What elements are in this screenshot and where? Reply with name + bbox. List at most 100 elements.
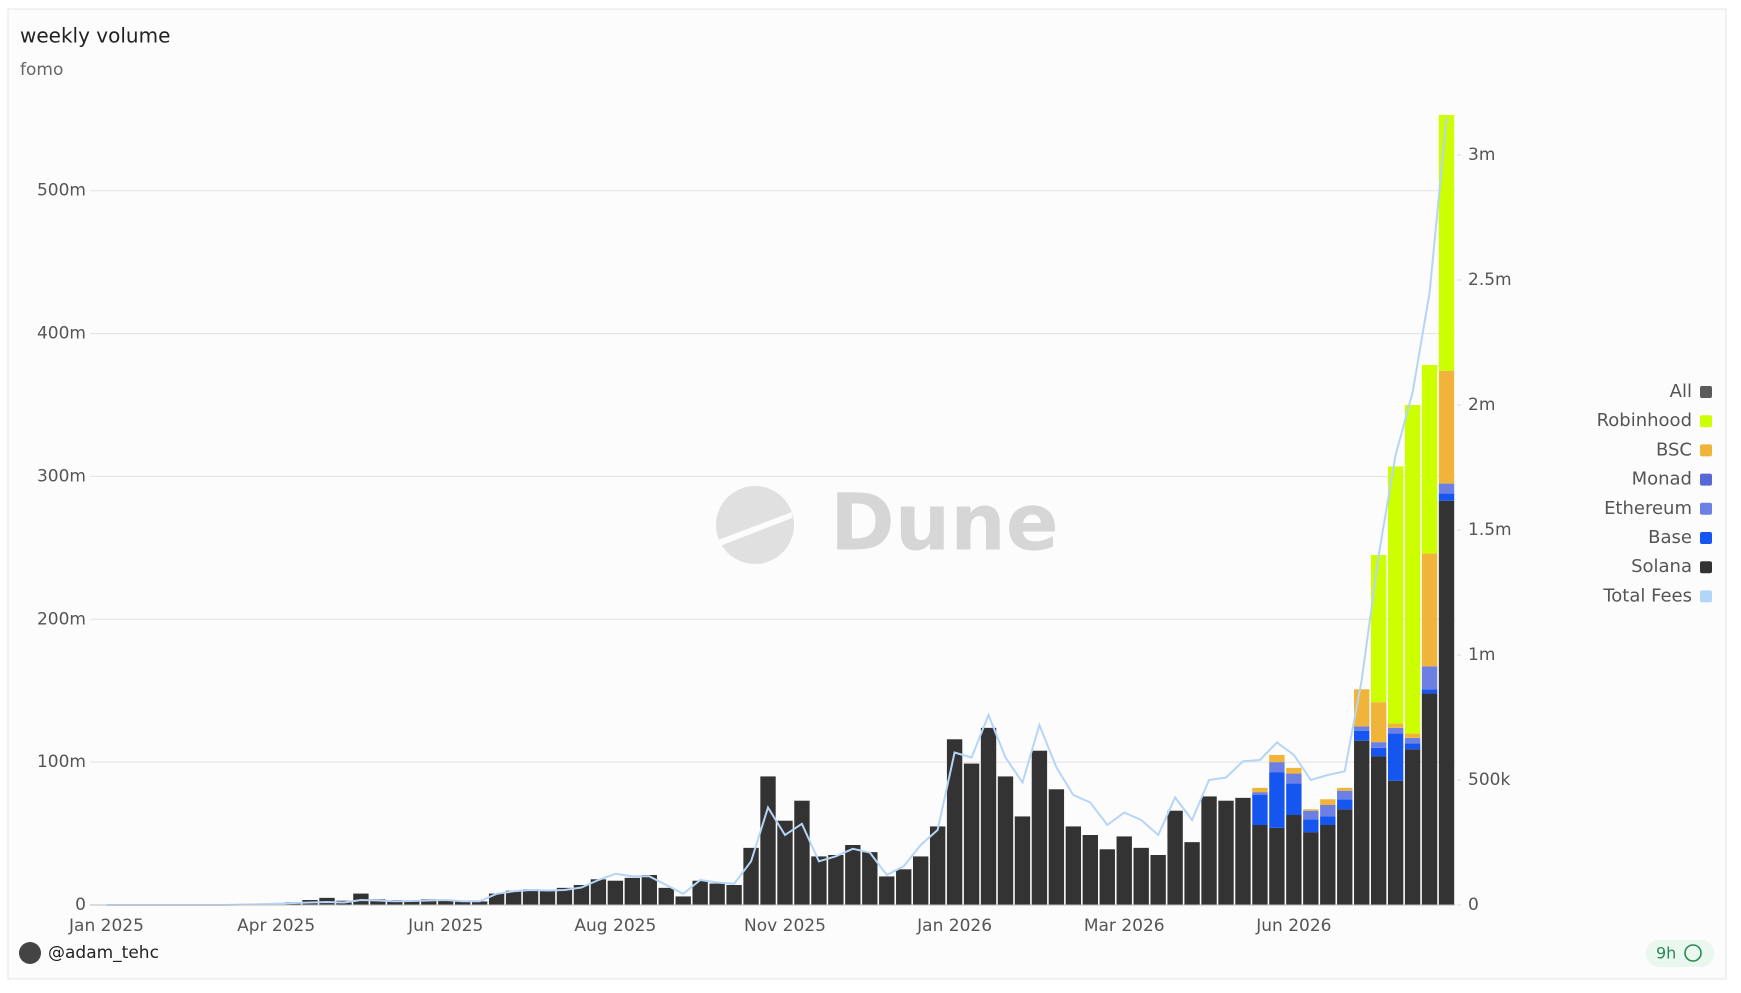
- y2-tick-label: 500k: [1468, 770, 1510, 790]
- bar-segment: [1303, 809, 1318, 810]
- bar-segment: [625, 878, 640, 905]
- y2-tick-label: 2.5m: [1468, 270, 1512, 290]
- bar-segment: [1150, 855, 1165, 905]
- bar-segment: [879, 876, 894, 905]
- bar-segment: [1252, 788, 1267, 792]
- bar-segment: [676, 896, 691, 905]
- watermark-logo: [716, 486, 794, 564]
- bar-segment: [1405, 734, 1420, 738]
- bar-segment: [794, 801, 809, 905]
- bar-segment: [1134, 848, 1149, 905]
- legend-label: Ethereum: [1604, 498, 1692, 519]
- bar-segment: [1252, 825, 1267, 905]
- bar-segment: [896, 869, 911, 905]
- bar-segment: [1388, 724, 1403, 728]
- bar-segment: [1371, 748, 1386, 757]
- bar-segment: [1100, 849, 1115, 905]
- bar-segment: [1405, 405, 1420, 734]
- bar-segment: [1032, 751, 1047, 905]
- bar-segment: [1218, 801, 1233, 905]
- bar-segment: [1269, 755, 1284, 762]
- y2-tick-label: 0: [1468, 895, 1479, 915]
- bar-segment: [743, 848, 758, 905]
- legend-label: Base: [1648, 527, 1692, 548]
- bar-segment: [1388, 466, 1403, 723]
- bar-segment: [828, 855, 843, 905]
- bar-segment: [1252, 795, 1267, 825]
- bar-segment: [1388, 728, 1403, 734]
- bar-segment: [1388, 781, 1403, 905]
- bar-segment: [1371, 742, 1386, 748]
- legend-label: Total Fees: [1602, 585, 1692, 606]
- bar-segment: [1320, 805, 1335, 816]
- bar-segment: [1439, 115, 1454, 371]
- bar-segment: [1439, 484, 1454, 494]
- bar-segment: [608, 881, 623, 905]
- bar-segment: [1303, 832, 1318, 905]
- x-tick-label: Aug 2025: [574, 916, 656, 936]
- bar-segment: [1303, 819, 1318, 832]
- y2-tick-label: 3m: [1468, 145, 1495, 165]
- legend-label: All: [1670, 381, 1692, 402]
- bar-segment: [1371, 756, 1386, 905]
- bar-segment: [1354, 726, 1369, 730]
- legend-label: Monad: [1632, 469, 1692, 490]
- x-tick-label: Jun 2025: [407, 916, 483, 936]
- bar-segment: [659, 888, 674, 905]
- bar-segment: [1405, 744, 1420, 750]
- bar-segment: [1354, 731, 1369, 741]
- bar-segment: [1269, 762, 1284, 772]
- legend-label: Solana: [1631, 556, 1692, 577]
- bar-segment: [1405, 738, 1420, 744]
- bar-segment: [1439, 494, 1454, 501]
- bar-segment: [1439, 371, 1454, 484]
- bar-segment: [1286, 774, 1301, 784]
- legend-swatch: [1700, 444, 1712, 456]
- chart-title: weekly volume: [20, 24, 170, 48]
- watermark: Dune: [830, 478, 1059, 568]
- bar-segment: [930, 826, 945, 905]
- bar-segment: [845, 845, 860, 905]
- bar-segment: [1422, 554, 1437, 667]
- y-tick-label: 200m: [37, 609, 86, 629]
- bar-segment: [1337, 791, 1352, 800]
- bar-segment: [1320, 825, 1335, 905]
- bar-segment: [1269, 772, 1284, 828]
- bar-segment: [1269, 828, 1284, 905]
- bar-segment: [1286, 815, 1301, 905]
- bar-segment: [1049, 789, 1064, 905]
- bar-segment: [1405, 749, 1420, 905]
- x-tick-label: Jun 2026: [1255, 916, 1331, 936]
- y-tick-label: 300m: [37, 466, 86, 486]
- bar-segment: [947, 739, 962, 905]
- avatar: [19, 942, 41, 964]
- bar-segment: [1337, 809, 1352, 905]
- legend-swatch: [1700, 561, 1712, 573]
- legend-swatch: [1700, 386, 1712, 398]
- bar-segment: [1388, 734, 1403, 781]
- bar-segment: [760, 776, 775, 905]
- bar-segment: [1066, 826, 1081, 905]
- author[interactable]: @adam_tehc: [48, 943, 159, 963]
- bar-segment: [1015, 816, 1030, 905]
- bar-segment: [1422, 666, 1437, 689]
- bar-segment: [1201, 796, 1216, 905]
- legend-swatch: [1700, 474, 1712, 486]
- bar-segment: [1252, 792, 1267, 795]
- bar-segment: [523, 889, 538, 905]
- bar-segment: [1422, 365, 1437, 554]
- bar-segment: [811, 856, 826, 905]
- bar-segment: [913, 856, 928, 905]
- bar-segment: [1320, 799, 1335, 805]
- x-tick-label: Jan 2025: [68, 916, 144, 936]
- x-tick-label: Mar 2026: [1084, 916, 1165, 936]
- x-tick-label: Apr 2025: [237, 916, 315, 936]
- bar-segment: [1422, 689, 1437, 693]
- bar-segment: [540, 891, 555, 905]
- bar-segment: [964, 764, 979, 905]
- bar-segment: [1083, 835, 1098, 905]
- legend-swatch: [1700, 415, 1712, 427]
- bar-segment: [1286, 784, 1301, 815]
- y-tick-label: 400m: [37, 324, 86, 344]
